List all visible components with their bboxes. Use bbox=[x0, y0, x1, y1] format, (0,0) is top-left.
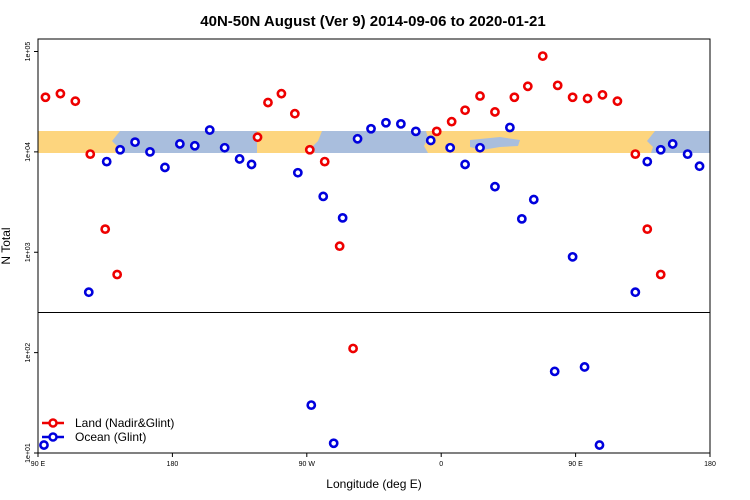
land-point bbox=[112, 269, 123, 280]
land-point bbox=[100, 224, 111, 235]
ocean-point bbox=[425, 135, 436, 146]
data-points bbox=[39, 51, 705, 450]
land-point bbox=[252, 132, 263, 143]
land-point bbox=[70, 96, 81, 107]
x-tick-label: 90 E bbox=[31, 461, 46, 468]
land-point bbox=[319, 156, 330, 167]
ocean-point bbox=[219, 142, 230, 153]
land-point bbox=[85, 149, 96, 160]
ocean-point bbox=[234, 154, 245, 164]
land-point bbox=[55, 88, 66, 99]
ocean-point bbox=[145, 146, 155, 157]
ocean-point bbox=[655, 144, 666, 155]
x-tick-label: 0 bbox=[439, 461, 443, 468]
ocean-point bbox=[381, 117, 391, 128]
x-tick-label: 180 bbox=[167, 461, 179, 468]
land-point bbox=[460, 105, 470, 116]
land-point bbox=[597, 89, 608, 100]
ocean-point bbox=[352, 133, 363, 144]
ocean-point bbox=[490, 181, 500, 192]
ocean-point bbox=[445, 142, 456, 153]
land-point bbox=[304, 144, 315, 155]
ocean-point bbox=[528, 194, 539, 205]
axes: 90 E 180 90 W 0 90 E 180 1e+01 1e+02 1e+03 1e+04 1… bbox=[25, 42, 716, 468]
land-point bbox=[490, 107, 500, 117]
ocean-point bbox=[395, 118, 406, 129]
ocean-point bbox=[246, 159, 257, 170]
land-point bbox=[630, 149, 641, 160]
y-tick-label: 1e+01 bbox=[25, 443, 32, 463]
legend-label-land: Land (Nadir&Glint) bbox=[75, 416, 174, 430]
ocean-point bbox=[130, 137, 140, 148]
ocean-point bbox=[579, 362, 590, 372]
ocean-point bbox=[292, 167, 303, 178]
x-axis-label: Longitude (deg E) bbox=[326, 477, 421, 491]
land-point bbox=[334, 241, 345, 252]
ocean-point bbox=[115, 144, 126, 155]
ocean-point bbox=[642, 156, 653, 167]
ocean-point bbox=[83, 287, 94, 298]
map-band-ocean-atlantic bbox=[312, 131, 428, 153]
y-axis-label: N Total bbox=[0, 227, 13, 264]
land-point bbox=[642, 224, 653, 235]
plot-frame bbox=[37, 38, 711, 454]
x-tick-label: 90 W bbox=[299, 461, 316, 468]
ocean-point bbox=[410, 126, 421, 137]
x-tick-label: 180 bbox=[704, 461, 716, 468]
ocean-point bbox=[160, 162, 170, 173]
land-point bbox=[522, 81, 533, 92]
land-point bbox=[40, 92, 51, 103]
ocean-point bbox=[460, 159, 470, 170]
land-point bbox=[582, 93, 593, 104]
land-point bbox=[446, 116, 457, 127]
ocean-point bbox=[504, 122, 515, 133]
land-point bbox=[289, 108, 300, 119]
y-tick-label: 1e+02 bbox=[25, 343, 32, 363]
ocean-point bbox=[549, 366, 560, 377]
land-point bbox=[263, 97, 273, 108]
ocean-point bbox=[189, 140, 200, 151]
land-point bbox=[276, 88, 287, 99]
ocean-point bbox=[204, 125, 215, 135]
ocean-point bbox=[306, 400, 317, 411]
ocean-point bbox=[318, 191, 329, 202]
ocean-point bbox=[567, 251, 578, 262]
y-tick-label: 1e+03 bbox=[25, 242, 32, 262]
y-tick-label: 1e+05 bbox=[25, 42, 32, 62]
land-point bbox=[537, 51, 548, 61]
ocean-point bbox=[101, 156, 112, 167]
land-point bbox=[567, 92, 578, 103]
legend-marker-land bbox=[48, 418, 58, 428]
land-point bbox=[655, 269, 666, 280]
land-point bbox=[612, 96, 623, 107]
ocean-point bbox=[174, 139, 185, 149]
legend: Land (Nadir&Glint) Ocean (Glint) bbox=[42, 416, 174, 444]
land-point bbox=[348, 343, 358, 354]
ocean-point bbox=[366, 123, 376, 134]
ocean-point bbox=[667, 139, 678, 149]
land-point bbox=[475, 91, 485, 101]
ocean-point bbox=[328, 438, 339, 449]
legend-label-ocean: Ocean (Glint) bbox=[75, 430, 146, 444]
ocean-point bbox=[516, 213, 527, 224]
chart-title: 40N-50N August (Ver 9) 2014-09-06 to 202… bbox=[200, 13, 545, 30]
ocean-point bbox=[337, 212, 348, 223]
land-point bbox=[509, 92, 520, 103]
x-tick-label: 90 E bbox=[568, 461, 583, 468]
ocean-point bbox=[682, 149, 693, 160]
ocean-point bbox=[594, 440, 605, 450]
land-point bbox=[431, 126, 442, 137]
ocean-point bbox=[630, 287, 641, 298]
ocean-point bbox=[39, 440, 49, 450]
ocean-point bbox=[475, 142, 485, 153]
legend-marker-ocean bbox=[48, 432, 58, 442]
ocean-point bbox=[694, 161, 705, 172]
land-point bbox=[552, 80, 563, 91]
y-tick-label: 1e+04 bbox=[25, 142, 32, 162]
